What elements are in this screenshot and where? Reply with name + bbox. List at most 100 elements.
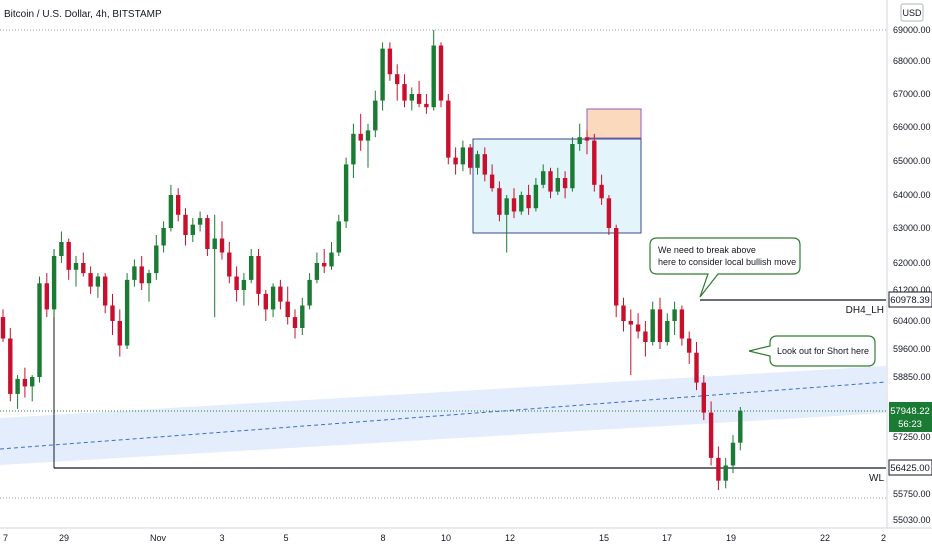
candle [73, 256, 79, 287]
candle-body [234, 276, 239, 290]
candle-body [424, 103, 429, 108]
time-tick-label: 19 [726, 533, 736, 543]
callout-short-here[interactable] [748, 335, 876, 367]
candle [730, 435, 736, 474]
candle-body [460, 147, 466, 165]
candle-body [329, 252, 334, 267]
candle-body [270, 286, 276, 310]
candle-body [489, 174, 495, 189]
time-tick-label: 12 [505, 533, 515, 543]
candle [292, 309, 298, 339]
candle [643, 321, 648, 357]
candle [322, 249, 327, 274]
candle [336, 214, 341, 256]
candle-body [365, 130, 371, 141]
candle [716, 446, 721, 491]
candle-body [168, 195, 174, 228]
candle [584, 130, 590, 155]
candle-body [584, 137, 590, 141]
candle [183, 208, 188, 246]
callout-break-above[interactable] [649, 237, 801, 298]
candle-body [15, 378, 20, 394]
candle [665, 313, 670, 346]
price-tick-labels: 69000.00 68000.00 67000.00 66000.00 65000.00… [893, 25, 931, 525]
candle-body [351, 133, 356, 165]
candle-body [708, 412, 714, 458]
candle [628, 309, 633, 376]
candle [541, 164, 546, 189]
channel-midline [0, 381, 887, 450]
supply-zone-box [586, 108, 642, 139]
candle-body [44, 283, 49, 310]
price-tick-label: 67000.00 [893, 89, 931, 99]
candle [37, 276, 42, 383]
candle [650, 301, 655, 346]
candle-body [395, 74, 400, 85]
candle [497, 181, 502, 222]
candle-body [373, 100, 378, 131]
candle-body [701, 382, 706, 413]
candle-body [205, 218, 210, 249]
candle-body [628, 321, 633, 325]
candle-body [402, 84, 407, 101]
candle-body [285, 301, 290, 318]
candle [424, 94, 429, 114]
candle-body [555, 178, 560, 192]
time-tick-label: 3 [219, 533, 224, 543]
callout-break-above-line1: We need to break above [658, 245, 756, 255]
currency-badge[interactable] [900, 3, 924, 22]
candle [51, 249, 57, 318]
candle-body [307, 279, 312, 306]
candle-body [183, 214, 188, 235]
candle [132, 259, 137, 287]
candle-body [59, 242, 64, 256]
candle [103, 273, 108, 314]
candle [489, 164, 495, 192]
candle-body [161, 228, 166, 246]
time-axis[interactable]: 7 29 Nov 3 5 8 10 12 15 17 19 22 2 [0, 527, 932, 543]
candle-body [146, 273, 152, 284]
candle [723, 457, 728, 489]
chart-title: Bitcoin / U.S. Dollar, 4h, BITSTAMP [4, 9, 162, 20]
candle [519, 191, 524, 215]
candle [555, 167, 560, 195]
price-tick-label: 64000.00 [893, 190, 931, 200]
time-tick-label: Nov [150, 533, 167, 543]
candle-body [176, 195, 181, 215]
candle-body [614, 228, 619, 306]
candle [117, 309, 122, 357]
candle-body [66, 242, 71, 270]
candle-body [343, 164, 349, 222]
candle-body [621, 305, 626, 321]
candle-body [88, 273, 93, 287]
candle-body [577, 137, 582, 144]
candle [212, 214, 217, 318]
candle-body [672, 309, 677, 321]
candle-body [730, 442, 736, 466]
candle-body [562, 178, 568, 189]
candle-body [526, 195, 531, 209]
candle-body [197, 218, 203, 225]
candle-body [241, 279, 247, 290]
candle-body [446, 100, 451, 158]
price-axis[interactable]: 69000.00 68000.00 67000.00 66000.00 65000.00… [886, 0, 932, 528]
candle [8, 328, 13, 402]
time-tick-label: 2 [881, 533, 886, 543]
candle-body [8, 338, 13, 394]
candle [526, 184, 531, 215]
candle [672, 301, 677, 335]
candle [256, 249, 261, 306]
chart-drawings-front: We need to break above here to consider … [4, 9, 884, 484]
candle [395, 64, 400, 101]
candle-body [431, 45, 436, 108]
candle [679, 305, 685, 346]
candle [657, 297, 663, 349]
candle [81, 252, 86, 277]
dh4-lh-price-text: 60978.39 [890, 295, 930, 306]
candle-body [635, 324, 641, 332]
price-tick-label: 57250.00 [893, 432, 931, 442]
candle [548, 167, 553, 199]
candle [358, 113, 363, 151]
